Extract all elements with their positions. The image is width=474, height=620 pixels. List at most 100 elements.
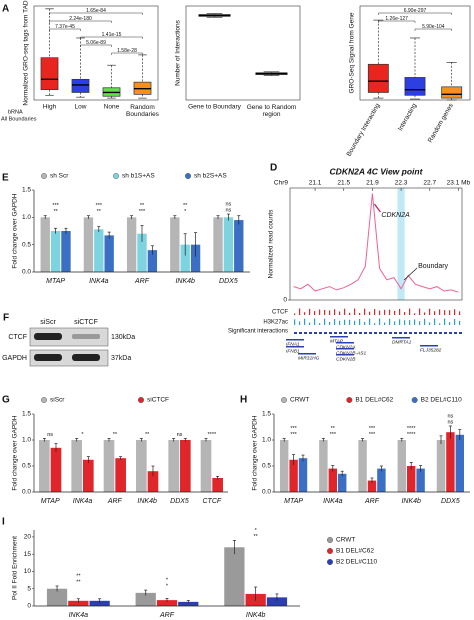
- gene-label: MTAP: [330, 338, 344, 344]
- size-label: 130kDa: [111, 334, 135, 341]
- bar: [446, 432, 455, 492]
- legend-label: CRWT: [336, 537, 355, 544]
- legend-label: sh Scr: [50, 173, 69, 180]
- plot-frame: [289, 187, 463, 301]
- track-signal: [459, 320, 461, 325]
- track-signal: [334, 332, 337, 334]
- significance-label: ****: [407, 432, 416, 438]
- bar: [213, 217, 223, 272]
- x-tick-label: INK4a: [89, 278, 109, 285]
- track-signal: [359, 332, 362, 334]
- track-signal: [299, 321, 301, 325]
- track-signal: [409, 308, 411, 315]
- bar: [168, 440, 179, 492]
- legend-label: B1 DEL#C62: [336, 548, 374, 555]
- legend-marker: [327, 559, 334, 566]
- box: [441, 86, 463, 99]
- bar: [126, 217, 137, 272]
- track-signal: [414, 332, 417, 334]
- y-tick-label: 5: [27, 585, 31, 592]
- legend-marker: [112, 172, 119, 179]
- track-signal: [454, 332, 457, 334]
- significance-label: ***: [139, 209, 146, 215]
- bar: [377, 468, 386, 492]
- comparison-bracket: [80, 44, 112, 47]
- track-signal: [419, 308, 421, 315]
- significance-label: ***: [330, 432, 337, 438]
- annotation-arrow: [373, 203, 381, 213]
- comparison-bracket: [49, 20, 112, 23]
- comparison-bracket: [49, 12, 143, 15]
- track-signal: [339, 320, 341, 325]
- significance-label: ns: [225, 208, 231, 214]
- significance-label: *: [166, 578, 169, 584]
- y-tick-label: 0: [283, 297, 287, 304]
- legend-marker: [327, 548, 334, 555]
- bar: [180, 244, 190, 272]
- y-axis-label: Fold change over GAPDH: [12, 193, 19, 268]
- y-axis-label: Normalized read counts: [268, 209, 275, 278]
- y-axis-label: Fold change over GAPDH: [12, 415, 19, 490]
- y-tick-label: 1.5: [22, 187, 31, 194]
- legend-marker: [411, 397, 418, 404]
- gene-label: CDKN2A: [336, 344, 355, 350]
- track-signal: [294, 313, 296, 315]
- y-tick-label: 0.5: [22, 463, 31, 470]
- significance-label: **: [254, 534, 259, 540]
- legend-marker: [346, 397, 353, 404]
- significance-label: ns: [177, 432, 183, 438]
- x-tick-label: INK4b: [246, 612, 266, 619]
- track-signal: [354, 320, 356, 325]
- significance-label: *: [166, 584, 169, 590]
- western-blot: F siScr siCTCF CTCF GAPDH 130kDa 37kDa: [2, 313, 135, 367]
- legend-label: CRWT: [290, 397, 309, 404]
- gene-label: FLJ35282: [420, 347, 442, 353]
- row-label: CTCF: [8, 334, 27, 341]
- track-signal: [319, 323, 321, 325]
- significance-label: ns: [447, 419, 453, 425]
- track-signal: [309, 332, 312, 334]
- x-tick-label: Gene to Boundary: [188, 104, 242, 111]
- panel-letter: D: [270, 163, 277, 174]
- track-signal: [454, 309, 456, 315]
- track-signal: [324, 318, 326, 325]
- p-value-label: 6.90e-297: [404, 8, 427, 14]
- track-signal: [364, 321, 366, 325]
- bar: [71, 440, 82, 492]
- significance-label: ***: [96, 203, 103, 209]
- y-tick-label: 1.5: [262, 411, 271, 418]
- y-tick-label: 1.0: [22, 437, 31, 444]
- significance-label: **: [145, 432, 150, 438]
- x-axis-label: Chr9: [274, 180, 288, 187]
- bar: [50, 231, 61, 272]
- signal-line: [293, 193, 459, 293]
- track-signal: [319, 309, 321, 315]
- gene-model: [286, 339, 304, 341]
- p-value-label: 7.37e-45: [55, 24, 75, 30]
- track-signal: [459, 311, 461, 315]
- track-signal: [304, 312, 306, 315]
- significance-label: *: [81, 432, 84, 438]
- y-axis-label: GRO-Seq Signal from Gene: [349, 12, 356, 93]
- bar: [224, 547, 245, 606]
- legend-marker: [41, 172, 48, 179]
- p-value-label: 5.90e-104: [422, 24, 445, 30]
- track-signal: [419, 332, 422, 334]
- bar: [397, 440, 406, 492]
- track-signal: [324, 310, 326, 315]
- track-signal: [354, 332, 357, 334]
- gene-label: DMRTA1: [392, 339, 412, 345]
- x-tick-label: Low: [75, 104, 87, 111]
- track-signal: [349, 312, 351, 315]
- track-signal: [339, 332, 342, 334]
- track-signal: [319, 332, 322, 334]
- gene-label: CDKN2B-AS1: [336, 350, 366, 356]
- track-signal: [394, 332, 397, 334]
- panel-letter: F: [3, 313, 9, 324]
- track-signal: [309, 308, 311, 315]
- size-label: 37kDa: [111, 355, 131, 362]
- significance-label: **: [140, 203, 145, 209]
- significance-label: ***: [290, 432, 297, 438]
- y-tick-label: 0.5: [22, 241, 31, 248]
